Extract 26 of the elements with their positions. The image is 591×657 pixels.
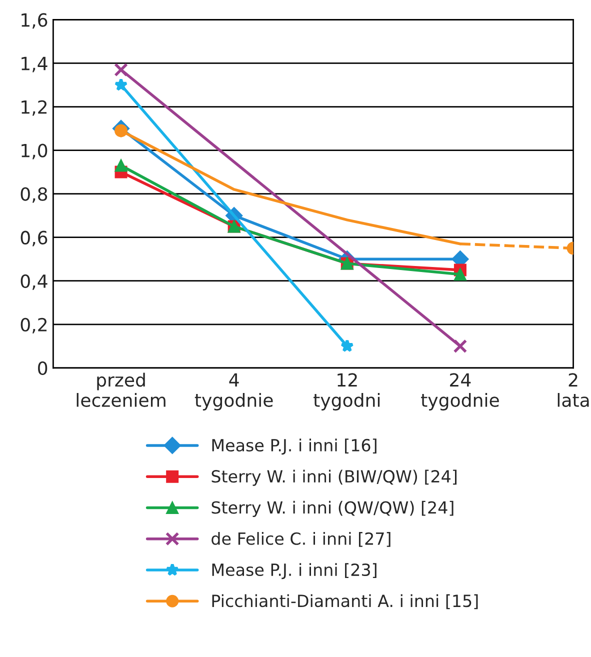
point [114, 159, 128, 172]
x-tick-label: 12 tygodni [314, 373, 380, 410]
y-tick-label: 1,2 [22, 100, 47, 116]
point [114, 62, 128, 77]
point [114, 78, 128, 91]
y-tick-label: 0,6 [20, 230, 48, 246]
legend-label: Picchianti-Diamanti A. i inni [15] [212, 594, 478, 610]
x-tick-label: przed leczeniem [76, 372, 166, 407]
x-tick-label: 4 tygodnie [194, 373, 273, 410]
y-tick-label: 0 [38, 361, 48, 376]
y-tick-label: 1,0 [22, 144, 48, 160]
legend-label: Mease P.J. i inni [16] [212, 438, 376, 455]
x-tick-label: 2 lata [558, 373, 589, 407]
y-tick-label: 1,4 [22, 56, 48, 72]
legend-label: Sterry W. i inni (BIW/QW) [24] [212, 470, 457, 486]
x-tick-label: 24 tygodnie [421, 373, 499, 410]
y-tick-label: 0,2 [20, 318, 47, 334]
legend-label: Mease P.J. i inni [23] [212, 563, 376, 580]
point [453, 339, 468, 354]
point [340, 339, 354, 352]
y-tick-label: 0,8 [20, 187, 48, 203]
legend-label: de Felice C. i inni [27] [212, 532, 390, 547]
y-tick-label: 0,4 [20, 274, 48, 290]
legend-label: Sterry W. i inni (QW/QW) [24] [212, 500, 454, 518]
y-tick-label: 1,6 [22, 13, 48, 29]
point [454, 268, 466, 281]
